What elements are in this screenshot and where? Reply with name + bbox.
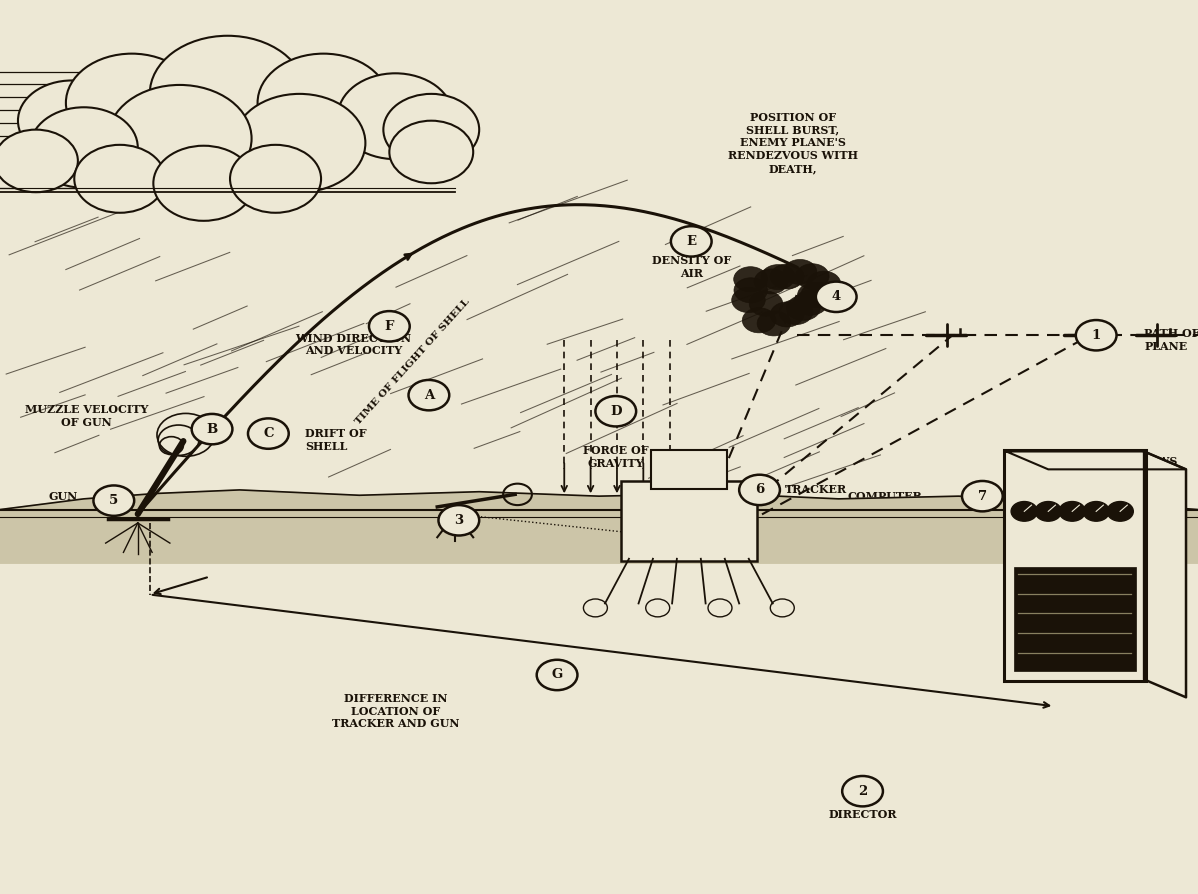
Text: POSITION OF
SHELL BURST,
ENEMY PLANE'S
RENDEZVOUS WITH
DEATH,: POSITION OF SHELL BURST, ENEMY PLANE'S R… [728, 112, 858, 174]
Text: DIRECTOR: DIRECTOR [828, 809, 897, 820]
Circle shape [192, 414, 232, 444]
Text: WIND DIRECTION
AND VELOCITY: WIND DIRECTION AND VELOCITY [296, 333, 411, 357]
Circle shape [1076, 320, 1117, 350]
Circle shape [779, 299, 812, 325]
Circle shape [761, 265, 794, 290]
Circle shape [757, 311, 791, 336]
Text: F: F [385, 320, 394, 333]
Text: TRACKER FOLLOWS
FLIGHT OF PLANE
CONTINUOUSLY: TRACKER FOLLOWS FLIGHT OF PLANE CONTINUO… [1048, 456, 1178, 493]
Circle shape [783, 259, 817, 284]
Circle shape [1083, 502, 1109, 521]
Circle shape [732, 288, 766, 313]
Circle shape [409, 380, 449, 410]
Circle shape [749, 291, 782, 316]
Circle shape [66, 54, 198, 152]
Circle shape [787, 295, 821, 320]
Polygon shape [1144, 451, 1186, 697]
Circle shape [743, 308, 776, 333]
Circle shape [248, 418, 289, 449]
Circle shape [108, 85, 252, 192]
Circle shape [74, 145, 165, 213]
FancyBboxPatch shape [621, 481, 757, 561]
Circle shape [770, 264, 804, 289]
Circle shape [30, 107, 138, 188]
Circle shape [537, 660, 577, 690]
Text: GUN: GUN [49, 491, 78, 502]
Text: HEIGHT
FINDER: HEIGHT FINDER [369, 509, 422, 532]
Circle shape [383, 94, 479, 165]
Circle shape [798, 283, 831, 308]
Circle shape [794, 290, 828, 315]
Text: TRACKER: TRACKER [785, 485, 847, 495]
Circle shape [734, 278, 768, 303]
Text: A: A [424, 389, 434, 401]
Text: MUZZLE VELOCITY
OF GUN: MUZZLE VELOCITY OF GUN [25, 404, 147, 427]
Circle shape [733, 266, 767, 291]
Text: E: E [686, 235, 696, 248]
Circle shape [230, 145, 321, 213]
Circle shape [1059, 502, 1085, 521]
Text: PATH OF ENEMY
PLANE: PATH OF ENEMY PLANE [1144, 328, 1198, 351]
Text: 5: 5 [109, 494, 119, 507]
Circle shape [842, 776, 883, 806]
Circle shape [1035, 502, 1061, 521]
Text: 2: 2 [858, 785, 867, 797]
Circle shape [755, 269, 788, 294]
Circle shape [1011, 502, 1037, 521]
Circle shape [93, 485, 134, 516]
Circle shape [800, 283, 834, 308]
Text: DRIFT OF
SHELL: DRIFT OF SHELL [305, 428, 367, 451]
Circle shape [770, 302, 804, 327]
Circle shape [0, 130, 78, 192]
Text: DENSITY OF
AIR: DENSITY OF AIR [652, 255, 731, 279]
Circle shape [795, 264, 829, 289]
Circle shape [338, 73, 453, 159]
Circle shape [258, 54, 389, 152]
FancyBboxPatch shape [651, 450, 727, 489]
Text: C: C [264, 427, 273, 440]
Text: 7: 7 [978, 490, 987, 502]
Text: G: G [551, 669, 563, 681]
Text: DIFFERENCE IN
LOCATION OF
TRACKER AND GUN: DIFFERENCE IN LOCATION OF TRACKER AND GU… [332, 693, 459, 730]
Circle shape [962, 481, 1003, 511]
Circle shape [816, 282, 857, 312]
Circle shape [150, 36, 305, 152]
Polygon shape [1006, 451, 1186, 469]
Circle shape [389, 121, 473, 183]
Text: TIME OF FLIGHT OF SHELL: TIME OF FLIGHT OF SHELL [353, 298, 471, 426]
Circle shape [369, 311, 410, 342]
Circle shape [739, 475, 780, 505]
Circle shape [595, 396, 636, 426]
Text: 3: 3 [454, 514, 464, 527]
Circle shape [18, 80, 126, 161]
Circle shape [671, 226, 712, 257]
Text: FORCE OF
GRAVITY: FORCE OF GRAVITY [583, 445, 648, 469]
Text: COMPUTER: COMPUTER [848, 491, 922, 502]
FancyBboxPatch shape [1014, 567, 1136, 671]
Text: 4: 4 [831, 291, 841, 303]
Text: B: B [206, 423, 218, 435]
Text: 1: 1 [1091, 329, 1101, 342]
FancyBboxPatch shape [1004, 450, 1146, 681]
Circle shape [1107, 502, 1133, 521]
Circle shape [438, 505, 479, 536]
Circle shape [807, 271, 841, 296]
Circle shape [234, 94, 365, 192]
Text: D: D [610, 405, 622, 417]
Circle shape [153, 146, 254, 221]
Text: 6: 6 [755, 484, 764, 496]
